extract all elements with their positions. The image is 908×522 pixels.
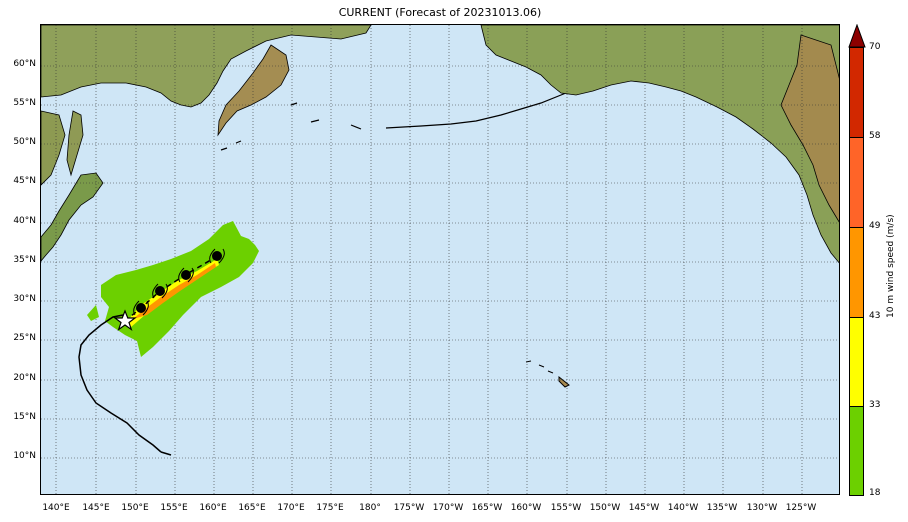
graticule [41,25,839,494]
lon-label-140e: 140°E [42,503,70,513]
hurricane-symbol-4 [209,248,225,264]
lat-label-40n: 40°N [13,216,36,226]
colorbar-seg-18-33 [849,406,864,496]
lon-label-140w: 140°W [667,503,699,513]
lon-label-125w: 125°W [785,503,817,513]
colorbar-extend-arrow [848,24,866,48]
storm-past-track [78,314,162,453]
map-title: CURRENT (Forecast of 20231013.06) [338,6,542,19]
land-alaska [480,25,839,264]
colorbar-seg-58-70 [849,47,864,137]
storm-forecast-track [124,256,217,322]
land-sakhalin [66,110,84,177]
lat-label-35n: 35°N [13,255,36,265]
lon-label-175e: 175°E [316,503,344,513]
lat-label-10n: 10°N [13,451,36,461]
lon-label-170w: 170°W [432,503,464,513]
map-panel[interactable] [40,24,840,495]
colorbar-seg-43-49 [849,227,864,317]
colorbar-label: 10 m wind speed (m/s) [886,214,896,318]
colorbar-tick-33: 33 [869,400,881,410]
lat-label-60n: 60°N [13,59,36,69]
storm-position-4 [212,251,222,261]
lon-label-145e: 145°E [82,503,110,513]
land-kamchatka [217,44,290,137]
land-aleutians [220,74,622,151]
lat-label-55n: 55°N [13,98,36,108]
lat-label-25n: 25°N [13,333,36,343]
wind-swath-orange [133,263,216,319]
colorbar [848,24,866,496]
hurricane-symbol-2 [152,283,168,299]
lon-label-145w: 145°W [628,503,660,513]
colorbar-tick-49: 49 [869,221,881,231]
lon-label-160w: 160°W [510,503,542,513]
lat-label-15n: 15°N [13,412,36,422]
colorbar-tick-58: 58 [869,131,881,141]
land-hawaii [525,360,570,388]
lon-label-150e: 150°E [121,503,149,513]
lon-label-130w: 130°W [746,503,778,513]
wind-swath-green-small [87,305,99,321]
lon-label-175w: 175°W [393,503,425,513]
lon-label-150w: 150°W [589,503,621,513]
hurricane-symbol-3 [178,267,194,283]
lon-label-165w: 165°W [471,503,503,513]
storm-positions [113,248,225,332]
map-canvas [41,25,839,494]
hurricane-symbol-1 [133,300,149,316]
storm-past-track-tail [160,451,172,456]
land-japan [41,172,104,262]
lon-label-180: 180° [359,503,381,513]
colorbar-tick-43: 43 [869,311,881,321]
colorbar-seg-33-43 [849,317,864,406]
lon-label-170e: 170°E [277,503,305,513]
lat-label-30n: 30°N [13,294,36,304]
lon-label-160e: 160°E [199,503,227,513]
lon-label-135w: 135°W [706,503,738,513]
storm-position-3 [181,270,191,280]
current-position-star [113,309,137,332]
colorbar-tick-18: 18 [869,488,881,498]
land-na-coast [780,34,839,223]
colorbar-tick-70: 70 [869,42,881,52]
lat-label-20n: 20°N [13,373,36,383]
lon-label-155w: 155°W [550,503,582,513]
lat-label-45n: 45°N [13,176,36,186]
lat-label-50n: 50°N [13,137,36,147]
storm-position-1 [136,303,146,313]
lon-label-165e: 165°E [238,503,266,513]
colorbar-seg-49-58 [849,137,864,227]
lon-label-155e: 155°E [160,503,188,513]
storm-position-2 [155,286,165,296]
land-asia-coast [41,110,66,186]
